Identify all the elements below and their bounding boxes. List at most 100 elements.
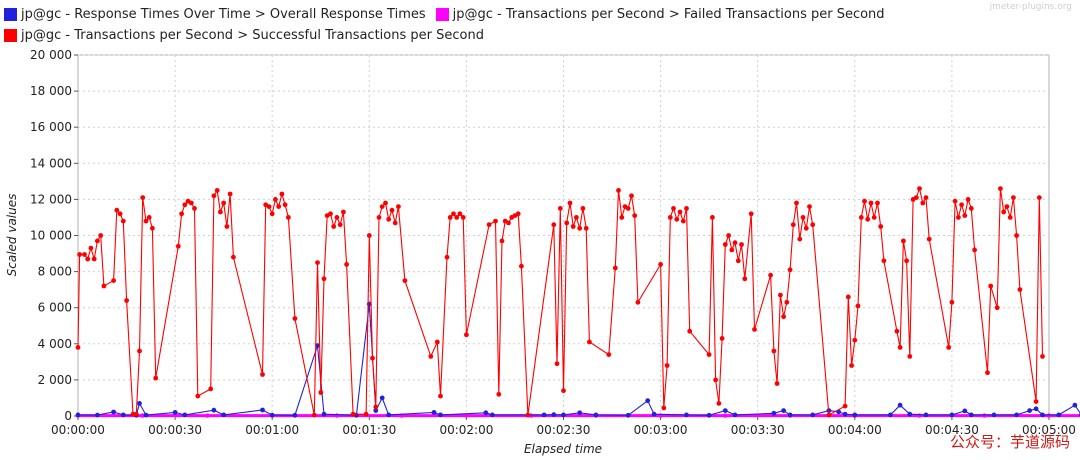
data-point [366, 233, 372, 238]
data-point [722, 242, 728, 247]
data-point [341, 209, 346, 215]
data-point [956, 215, 961, 220]
jmeter-plugins-watermark: jmeter-plugins.org [989, 2, 1072, 12]
data-point [1040, 354, 1045, 359]
data-point [175, 243, 181, 249]
data-point [551, 222, 557, 228]
data-point [998, 186, 1003, 192]
data-point [493, 218, 498, 224]
data-point [211, 193, 217, 199]
data-point [315, 260, 320, 265]
data-point [735, 258, 741, 264]
data-point [172, 410, 178, 415]
data-point [729, 247, 735, 253]
data-point [949, 412, 955, 418]
data-point [1007, 215, 1013, 220]
data-point [894, 328, 900, 334]
data-point [111, 409, 116, 415]
data-point [612, 265, 618, 271]
x-tick-label: 00:03:00 [634, 423, 688, 437]
data-point [350, 411, 356, 417]
data-point [188, 200, 194, 206]
x-tick-label: 00:04:00 [828, 423, 882, 437]
data-point [868, 200, 874, 206]
data-point [577, 225, 583, 231]
data-point [114, 207, 120, 213]
data-point [143, 218, 149, 224]
data-point [901, 238, 906, 244]
data-point [1072, 402, 1078, 408]
data-point [794, 200, 799, 206]
data-point [687, 328, 693, 334]
data-point [651, 411, 657, 417]
data-point [1027, 408, 1032, 413]
data-point [438, 412, 443, 418]
grid-lines [78, 54, 1049, 416]
data-point [91, 256, 97, 262]
data-point [192, 206, 197, 211]
data-point [907, 354, 913, 359]
data-point [182, 202, 188, 208]
data-point [574, 215, 579, 220]
data-point [567, 200, 573, 206]
data-point [713, 377, 718, 383]
x-axis-ticks: 00:00:00 00:00:30 00:01:00 00:01:30 00:02:00… [51, 416, 1076, 437]
data-point [541, 412, 547, 418]
data-point [464, 332, 469, 338]
legend-item-successful-transactions: jp@gc - Transactions per Second > Succes… [4, 28, 484, 43]
data-point [273, 197, 278, 202]
data-point [625, 206, 631, 211]
data-point [972, 247, 977, 253]
legend-item-failed-transactions: jp@gc - Transactions per Second > Failed… [435, 7, 885, 22]
data-point [606, 352, 612, 357]
data-point [98, 233, 104, 238]
data-point [1033, 406, 1039, 412]
data-point [842, 403, 848, 409]
data-point [117, 211, 123, 217]
data-point [583, 225, 589, 231]
data-point [554, 361, 560, 367]
data-point [75, 412, 81, 418]
legend-label-successful-transactions: jp@gc - Transactions per Second > Succes… [21, 28, 484, 43]
data-point [1056, 412, 1062, 418]
data-point [182, 412, 188, 418]
data-point [871, 215, 877, 220]
data-point [664, 363, 670, 368]
data-point [710, 215, 715, 220]
data-point [716, 401, 722, 406]
data-point [483, 410, 489, 416]
data-point [551, 412, 557, 418]
data-point [525, 412, 531, 418]
y-tick-label: 10 000 [30, 229, 72, 243]
legend-swatch-successful-transactions [4, 29, 17, 42]
data-point [344, 262, 349, 267]
data-point [904, 258, 909, 264]
data-point [771, 348, 777, 354]
data-point [431, 410, 437, 415]
data-point [1040, 412, 1045, 418]
data-point [515, 211, 521, 217]
data-point [444, 254, 450, 260]
y-axis-title: Scaled values [5, 194, 19, 277]
data-point [674, 216, 680, 222]
data-point [875, 200, 880, 206]
data-point [260, 407, 265, 413]
data-point [661, 405, 667, 411]
x-tick-label: 00:01:30 [342, 423, 396, 437]
data-point [75, 345, 81, 350]
data-point [389, 207, 395, 213]
data-point [982, 413, 987, 418]
data-point [719, 336, 725, 341]
data-point [82, 252, 87, 257]
data-point [888, 412, 893, 418]
data-point [276, 204, 282, 210]
x-axis-title: Elapsed time [524, 442, 602, 456]
data-point [781, 314, 786, 320]
data-point [706, 352, 712, 357]
data-point [706, 412, 712, 418]
legend-item-response-times: jp@gc - Response Times Over Time > Overa… [4, 7, 426, 22]
data-point [1004, 204, 1010, 210]
data-point [318, 390, 324, 395]
data-point [146, 215, 152, 220]
y-axis-ticks: 0 2 000 4 000 6 000 8 000 10 000 12 000 14 000 1… [30, 48, 78, 423]
